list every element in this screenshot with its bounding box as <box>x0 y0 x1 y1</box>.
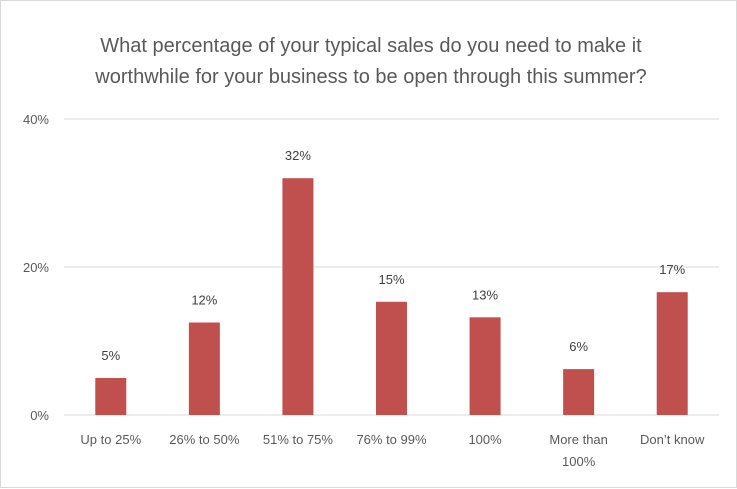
x-category-label: Don’t know <box>640 432 705 447</box>
bar <box>282 178 314 415</box>
x-category-label: More than <box>549 432 608 447</box>
data-label: 12% <box>191 293 217 308</box>
data-label: 13% <box>472 287 498 302</box>
chart-title-line-1: What percentage of your typical sales do… <box>100 35 642 57</box>
y-tick-label: 20% <box>23 260 49 275</box>
x-category-label: Up to 25% <box>80 432 141 447</box>
x-category-label: 26% to 50% <box>169 432 240 447</box>
data-label: 32% <box>285 148 311 163</box>
data-label: 6% <box>569 339 588 354</box>
data-label: 17% <box>659 262 685 277</box>
x-category-label: 100% <box>562 454 596 469</box>
y-tick-label: 40% <box>23 112 49 127</box>
chart-title-line-2: worthwhile for your business to be open … <box>95 66 647 88</box>
x-category-label: 100% <box>468 432 502 447</box>
bar <box>656 292 688 415</box>
bar <box>563 369 595 415</box>
bar <box>95 378 127 415</box>
y-tick-label: 0% <box>30 408 49 423</box>
x-category-label: 51% to 75% <box>263 432 334 447</box>
data-label: 5% <box>101 348 120 363</box>
bar <box>376 301 407 415</box>
bar <box>469 317 501 415</box>
bar <box>188 322 220 415</box>
x-category-label: 76% to 99% <box>356 432 427 447</box>
chart-title: What percentage of your typical sales do… <box>61 31 681 93</box>
data-label: 15% <box>378 272 404 287</box>
